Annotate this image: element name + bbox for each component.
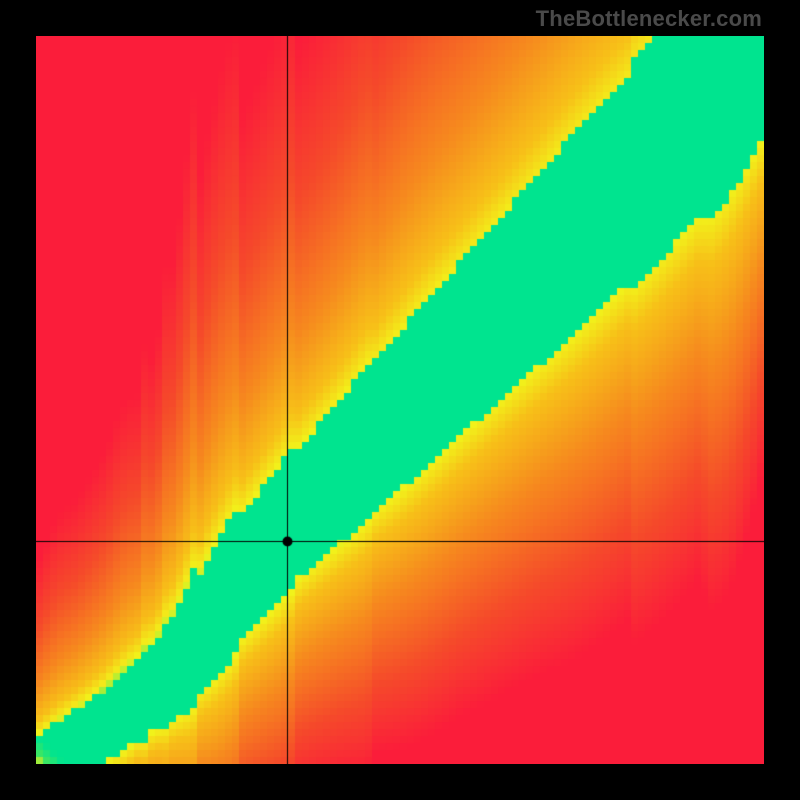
plot-area <box>36 36 764 764</box>
bottleneck-heatmap <box>36 36 764 764</box>
watermark-text: TheBottlenecker.com <box>536 6 762 32</box>
chart-frame: TheBottlenecker.com <box>0 0 800 800</box>
